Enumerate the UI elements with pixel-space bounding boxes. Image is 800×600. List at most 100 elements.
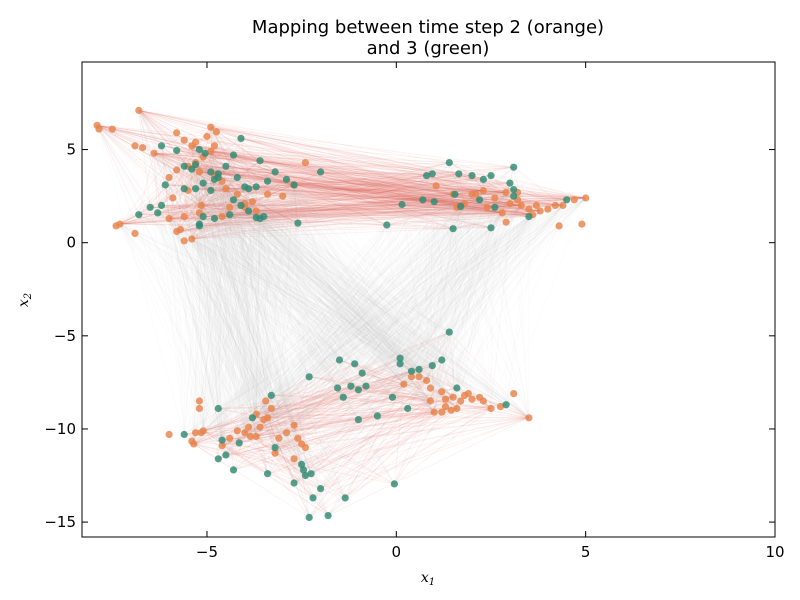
- mapping-line: [303, 203, 465, 471]
- mapping-line: [202, 155, 234, 431]
- mapping-line: [138, 214, 223, 446]
- mapping-line: [191, 238, 401, 359]
- mapping-line: [138, 110, 240, 444]
- mapping-line: [310, 396, 454, 475]
- mapping-line: [238, 197, 586, 444]
- mapping-line: [294, 419, 359, 426]
- mapping-line: [191, 145, 310, 518]
- mapping-line: [210, 126, 492, 229]
- mapping-line: [274, 190, 484, 448]
- mapping-line: [210, 151, 272, 396]
- mapping-line: [431, 205, 522, 366]
- mapping-line: [343, 380, 427, 398]
- mapping-line: [210, 190, 276, 454]
- mapping-line: [233, 199, 454, 398]
- mapping-line: [308, 214, 533, 378]
- green-point: [237, 201, 245, 209]
- green-point: [271, 444, 279, 452]
- mapping-line: [339, 359, 492, 409]
- mapping-line: [244, 189, 514, 433]
- mapping-line: [161, 205, 257, 212]
- mapping-line: [138, 110, 321, 173]
- mapping-line: [195, 164, 257, 437]
- mapping-line: [176, 177, 219, 232]
- mapping-line: [203, 385, 352, 432]
- mapping-line: [201, 205, 450, 333]
- mapping-line: [448, 162, 465, 204]
- mapping-line: [312, 205, 522, 499]
- mapping-line: [138, 110, 177, 151]
- mapping-line: [119, 206, 495, 225]
- mapping-line: [138, 110, 492, 176]
- mapping-line: [233, 396, 454, 471]
- mapping-line: [176, 150, 193, 240]
- mapping-line: [233, 192, 507, 201]
- mapping-line: [267, 372, 363, 419]
- mapping-line: [176, 217, 257, 232]
- green-point: [195, 145, 203, 154]
- mapping-line: [138, 110, 310, 378]
- mapping-line: [119, 173, 433, 225]
- mapping-line: [274, 171, 435, 413]
- mapping-line: [199, 171, 204, 217]
- orange-point: [173, 129, 181, 137]
- x-tick-label: 5: [581, 543, 591, 561]
- green-point: [510, 192, 518, 200]
- mapping-line: [218, 173, 586, 199]
- mapping-line: [248, 188, 427, 381]
- mapping-line: [490, 196, 515, 409]
- orange-point: [180, 213, 188, 221]
- mapping-line: [191, 145, 359, 420]
- green-point: [335, 356, 344, 364]
- mapping-line: [96, 124, 412, 372]
- mapping-line: [267, 180, 507, 193]
- mapping-line: [293, 173, 460, 426]
- y-tick-label: −15: [44, 513, 76, 531]
- mapping-line: [183, 190, 484, 435]
- mapping-line: [293, 424, 395, 485]
- mapping-line: [221, 204, 403, 446]
- mapping-line: [202, 218, 215, 431]
- mapping-line: [217, 210, 257, 459]
- mapping-line: [399, 205, 522, 365]
- orange-point: [582, 194, 590, 202]
- mapping-line: [199, 162, 450, 173]
- mapping-line: [187, 165, 433, 366]
- mapping-line: [217, 216, 223, 409]
- mapping-line: [233, 199, 492, 409]
- mapping-line: [354, 190, 484, 365]
- mapping-line: [274, 171, 427, 381]
- mapping-line: [255, 201, 435, 415]
- orange-point: [173, 166, 181, 174]
- green-point: [445, 159, 453, 167]
- mapping-line: [202, 216, 246, 433]
- mapping-line: [274, 184, 295, 448]
- mapping-line: [255, 210, 295, 484]
- mapping-line: [358, 210, 541, 391]
- mapping-line: [217, 216, 223, 459]
- mapping-line: [293, 384, 405, 484]
- mapping-line: [210, 126, 433, 366]
- mapping-line: [233, 199, 295, 426]
- mapping-line: [176, 231, 412, 372]
- mapping-line: [210, 126, 450, 333]
- mapping-line: [294, 166, 514, 186]
- mapping-line: [199, 225, 492, 409]
- mapping-line: [294, 184, 492, 229]
- green-point: [256, 157, 264, 165]
- mapping-line: [377, 205, 522, 417]
- mapping-line: [202, 184, 295, 431]
- mapping-line: [255, 194, 456, 437]
- mapping-line: [210, 151, 268, 182]
- mapping-line: [394, 203, 465, 484]
- mapping-line: [210, 151, 234, 200]
- mapping-line: [218, 396, 454, 409]
- mapping-line: [168, 218, 344, 398]
- mapping-line: [119, 223, 200, 227]
- mapping-line: [244, 186, 586, 199]
- mapping-line: [365, 212, 503, 387]
- mapping-line: [187, 165, 295, 186]
- mapping-line: [183, 166, 223, 446]
- green-point: [341, 494, 349, 502]
- mapping-line: [248, 192, 507, 212]
